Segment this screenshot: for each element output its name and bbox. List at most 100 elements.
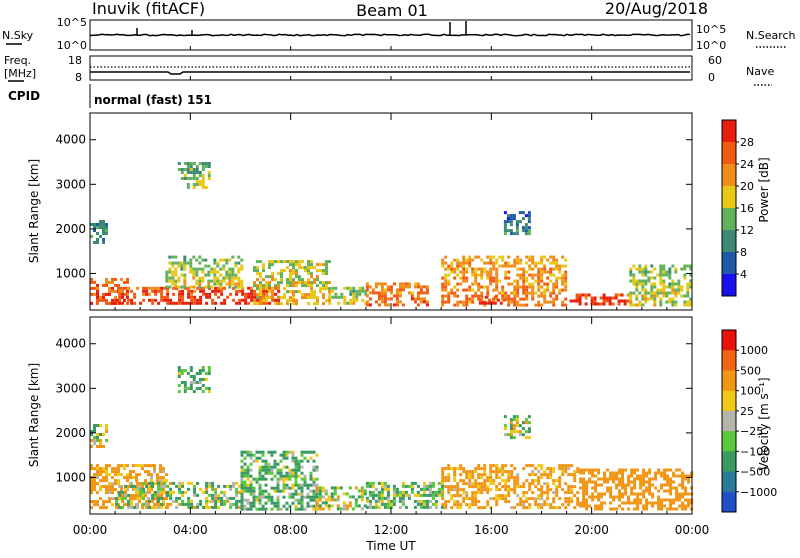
velocity-cell [450, 488, 454, 492]
nsearch-tick-top: 10^5 [696, 23, 726, 36]
power-cell [201, 276, 205, 280]
velocity-cell [279, 474, 283, 478]
velocity-cell [447, 479, 451, 483]
velocity-cell [660, 504, 664, 508]
velocity-cell [521, 433, 525, 437]
power-cell [398, 282, 402, 286]
power-cell [337, 295, 341, 299]
power-cell [641, 297, 645, 301]
power-cell [268, 263, 271, 267]
power-cell [507, 255, 511, 259]
beam-title: Beam 01 [356, 1, 428, 20]
velocity-cell [573, 473, 577, 477]
power-cell [151, 298, 155, 302]
velocity-cell [474, 467, 478, 471]
velocity-cell [543, 473, 547, 477]
velocity-cell [546, 482, 550, 486]
velocity-cell [303, 456, 307, 460]
velocity-cell [669, 504, 673, 508]
power-cell [662, 273, 666, 277]
velocity-cell [615, 507, 619, 511]
power-cell [489, 267, 493, 271]
power-cell [355, 298, 359, 302]
velocity-cell [157, 484, 161, 488]
velocity-cell [522, 500, 526, 504]
power-cell [493, 295, 497, 299]
velocity-cell [630, 471, 634, 475]
power-cell [537, 282, 541, 286]
velocity-cell [495, 485, 499, 489]
velocity-cell [633, 468, 637, 472]
power-cell [183, 276, 187, 280]
velocity-cell [229, 502, 233, 506]
velocity-colorbar-label: 1000 [740, 344, 768, 357]
velocity-cell [105, 464, 108, 468]
velocity-cell [178, 487, 182, 491]
power-cell [462, 279, 466, 283]
velocity-cell [462, 470, 466, 474]
power-cell [207, 282, 211, 286]
power-cell [492, 261, 496, 265]
velocity-cell [678, 474, 682, 478]
power-cell [220, 292, 224, 296]
power-cell [477, 294, 481, 298]
velocity-cell [108, 473, 111, 477]
velocity-cell [232, 484, 236, 488]
velocity-cell [96, 476, 99, 480]
velocity-cell [198, 372, 202, 375]
power-cell [555, 258, 559, 262]
power-cell [121, 301, 125, 305]
power-cell [480, 285, 484, 289]
power-cell [515, 226, 519, 230]
velocity-cell [558, 476, 562, 480]
power-cell [513, 300, 517, 304]
velocity-cell [660, 501, 664, 505]
velocity-colorbar-swatch [722, 410, 736, 432]
power-cell [166, 301, 170, 305]
velocity-cell [214, 496, 218, 500]
velocity-cell [276, 477, 280, 481]
velocity-colorbar-label: 500 [740, 364, 761, 377]
power-cell [462, 288, 466, 292]
velocity-cell [154, 481, 158, 485]
power-cell [183, 264, 187, 268]
velocity-cell [111, 485, 114, 489]
power-cell [213, 273, 217, 277]
power-cell [495, 267, 499, 271]
power-cell [292, 302, 295, 306]
velocity-cell [684, 504, 688, 508]
power-cell [202, 289, 206, 293]
velocity-cell [183, 369, 187, 372]
power-cell [102, 241, 105, 244]
velocity-cell [279, 477, 283, 481]
velocity-cell [285, 474, 289, 478]
power-cell [111, 286, 114, 290]
velocity-cell [151, 496, 155, 500]
velocity-cell [255, 459, 259, 463]
velocity-cell [365, 484, 369, 488]
power-cell [537, 279, 541, 283]
power-cell [163, 298, 167, 302]
nsky-tick-top: 10^5 [57, 16, 87, 29]
velocity-cell [380, 487, 384, 491]
power-cell [450, 291, 454, 295]
power-cell [474, 276, 478, 280]
power-cell [555, 294, 559, 298]
power-cell [186, 171, 190, 174]
velocity-cell [516, 485, 520, 489]
velocity-cell [357, 489, 361, 493]
velocity-cell [303, 477, 307, 481]
power-cell [527, 229, 531, 233]
velocity-cell [509, 433, 513, 437]
velocity-cell [465, 470, 469, 474]
velocity-cell [510, 476, 514, 480]
velocity-cell [190, 502, 194, 506]
velocity-cell [441, 479, 445, 483]
velocity-cell [187, 505, 191, 509]
power-cell [352, 298, 356, 302]
velocity-cell [543, 482, 547, 486]
power-cell [683, 303, 687, 307]
power-cell [599, 302, 603, 306]
velocity-cell [383, 487, 387, 491]
velocity-cell [612, 507, 616, 511]
